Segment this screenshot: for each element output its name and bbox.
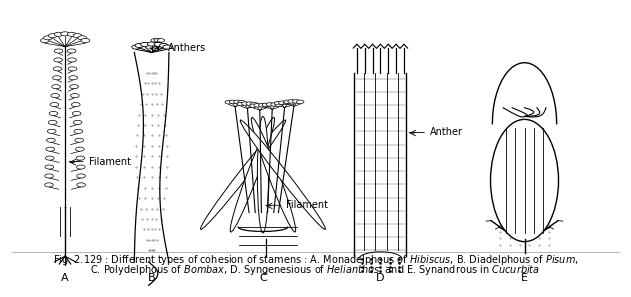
Text: C. Polydelphous of $\it{Bombax}$, D. Syngenesious of $\it{Helianthus}$, and E. S: C. Polydelphous of $\it{Bombax}$, D. Syn… [90,263,541,277]
Ellipse shape [257,116,269,233]
Circle shape [75,138,83,142]
Circle shape [135,43,144,48]
Text: Filament: Filament [266,200,329,210]
Circle shape [44,36,52,40]
Circle shape [68,32,76,36]
Circle shape [49,34,57,38]
Circle shape [54,49,63,53]
Circle shape [132,45,140,49]
Circle shape [54,58,62,62]
Text: Anther: Anther [409,127,463,138]
Circle shape [51,94,59,98]
Circle shape [254,104,261,107]
Circle shape [74,129,83,133]
Circle shape [68,67,77,71]
Circle shape [274,101,282,105]
Circle shape [50,102,59,107]
Circle shape [48,120,57,124]
Circle shape [292,100,300,103]
Circle shape [225,100,232,104]
Circle shape [46,147,55,151]
Circle shape [73,34,82,38]
Circle shape [154,42,163,46]
Text: Filament: Filament [69,157,131,167]
Circle shape [78,36,86,40]
Circle shape [288,100,295,103]
Circle shape [77,174,85,178]
Circle shape [237,102,245,106]
Circle shape [262,103,269,107]
Circle shape [250,104,257,108]
Circle shape [45,183,53,187]
Circle shape [45,174,54,178]
Circle shape [160,43,168,48]
Circle shape [52,85,61,89]
Circle shape [284,100,291,104]
Circle shape [287,101,295,105]
Circle shape [52,76,61,80]
Circle shape [54,32,63,36]
Circle shape [271,103,278,106]
Circle shape [297,100,304,104]
Circle shape [157,39,165,42]
Text: Anthers: Anthers [150,43,206,53]
Circle shape [151,39,158,42]
Circle shape [45,156,54,160]
Circle shape [246,102,254,105]
Circle shape [61,32,69,36]
Circle shape [73,120,82,124]
Circle shape [49,111,58,116]
Circle shape [69,85,78,89]
Circle shape [242,102,249,105]
Circle shape [47,129,56,133]
Circle shape [262,104,270,108]
Circle shape [147,42,156,46]
Ellipse shape [201,120,286,229]
Circle shape [141,42,150,46]
Circle shape [68,49,76,53]
Circle shape [238,100,245,104]
Circle shape [154,39,162,42]
Circle shape [258,104,266,107]
Circle shape [266,103,274,106]
Circle shape [77,183,85,187]
Circle shape [229,100,237,104]
Circle shape [45,165,54,169]
Circle shape [250,102,257,106]
Circle shape [53,67,62,71]
Circle shape [233,100,241,104]
Circle shape [40,39,49,42]
Circle shape [81,39,90,42]
Circle shape [69,76,78,80]
Circle shape [73,111,81,116]
Text: Fig. 2.129 : Different types of cohesion of stamens : A. Monadelphous of $\it{Hi: Fig. 2.129 : Different types of cohesion… [52,253,579,267]
Ellipse shape [490,119,558,242]
Circle shape [275,103,282,107]
Circle shape [279,101,286,105]
Ellipse shape [240,120,326,229]
Circle shape [71,102,80,107]
Circle shape [71,94,80,98]
Text: B: B [148,273,155,283]
Circle shape [163,45,172,49]
Circle shape [76,165,85,169]
Ellipse shape [251,117,296,232]
Circle shape [47,138,56,142]
Ellipse shape [230,117,274,232]
Circle shape [68,58,76,62]
Circle shape [283,101,290,105]
Circle shape [76,147,84,151]
Text: D: D [376,273,385,283]
Text: A: A [61,273,69,283]
Text: C: C [259,273,267,283]
Text: E: E [521,273,528,283]
Circle shape [76,156,85,160]
